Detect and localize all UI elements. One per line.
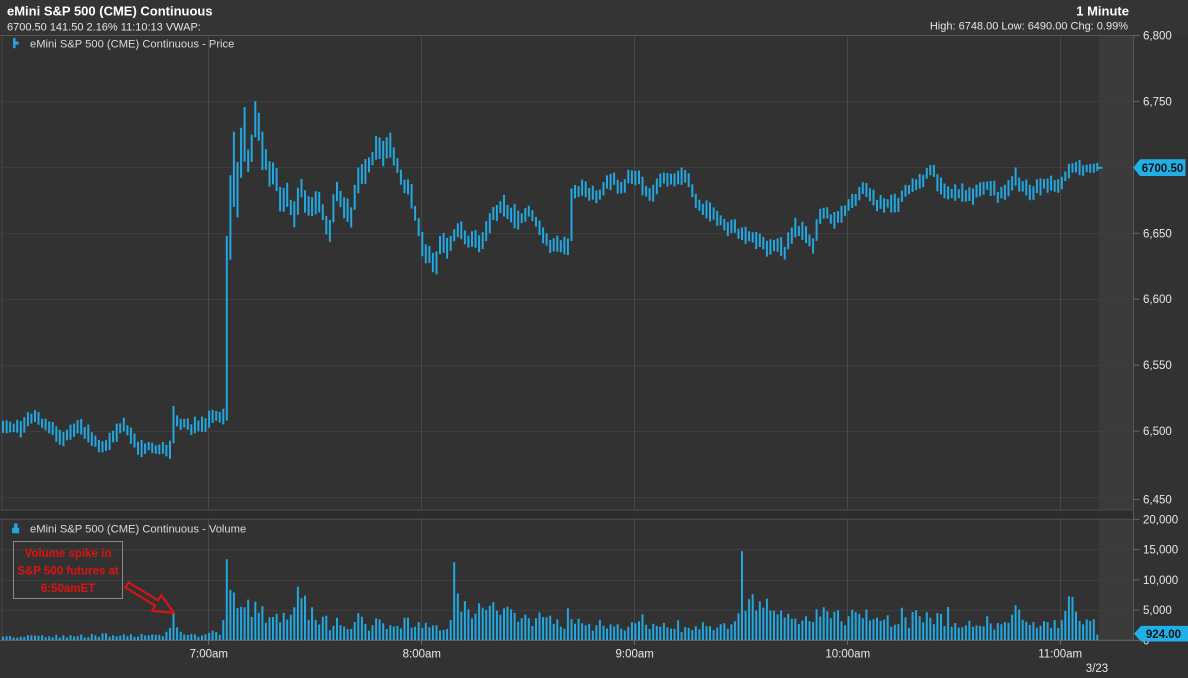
svg-text:3/23: 3/23 [1086, 663, 1108, 675]
svg-text:10:00am: 10:00am [825, 649, 870, 661]
svg-text:S&P 500 futures at: S&P 500 futures at [17, 566, 119, 578]
svg-text:6:50amET: 6:50amET [41, 583, 95, 595]
svg-text:6,600: 6,600 [1143, 294, 1172, 306]
svg-text:5,000: 5,000 [1143, 605, 1172, 617]
svg-text:6700.50 141.50 2.16% 11:10:13: 6700.50 141.50 2.16% 11:10:13 VWAP: [7, 22, 201, 34]
svg-text:6700.50: 6700.50 [1142, 163, 1184, 175]
svg-text:9:00am: 9:00am [616, 649, 654, 661]
svg-text:7:00am: 7:00am [190, 649, 228, 661]
svg-text:924.00: 924.00 [1146, 629, 1181, 641]
svg-text:11:00am: 11:00am [1038, 649, 1082, 661]
svg-text:8:00am: 8:00am [403, 649, 441, 661]
svg-text:15,000: 15,000 [1143, 545, 1178, 557]
svg-text:20,000: 20,000 [1143, 514, 1178, 526]
svg-text:6,550: 6,550 [1143, 360, 1172, 372]
svg-text:6,750: 6,750 [1143, 96, 1172, 108]
svg-text:6,500: 6,500 [1143, 426, 1172, 438]
svg-text:1 Minute: 1 Minute [1076, 4, 1129, 19]
svg-text:eMini S&P 500 (CME) Continuous: eMini S&P 500 (CME) Continuous - Price [30, 39, 234, 51]
svg-text:eMini S&P 500 (CME) Continuous: eMini S&P 500 (CME) Continuous - Volume [30, 524, 246, 536]
svg-text:Volume spike in: Volume spike in [25, 548, 112, 560]
svg-text:6,800: 6,800 [1143, 31, 1172, 43]
svg-text:High: 6748.00 Low: 6490.00 Chg: High: 6748.00 Low: 6490.00 Chg: 0.99% [930, 21, 1128, 33]
svg-text:6,650: 6,650 [1143, 228, 1172, 240]
svg-text:6,450: 6,450 [1143, 495, 1172, 507]
svg-text:10,000: 10,000 [1143, 575, 1178, 587]
svg-text:eMini S&P 500 (CME) Continuous: eMini S&P 500 (CME) Continuous [7, 4, 213, 19]
